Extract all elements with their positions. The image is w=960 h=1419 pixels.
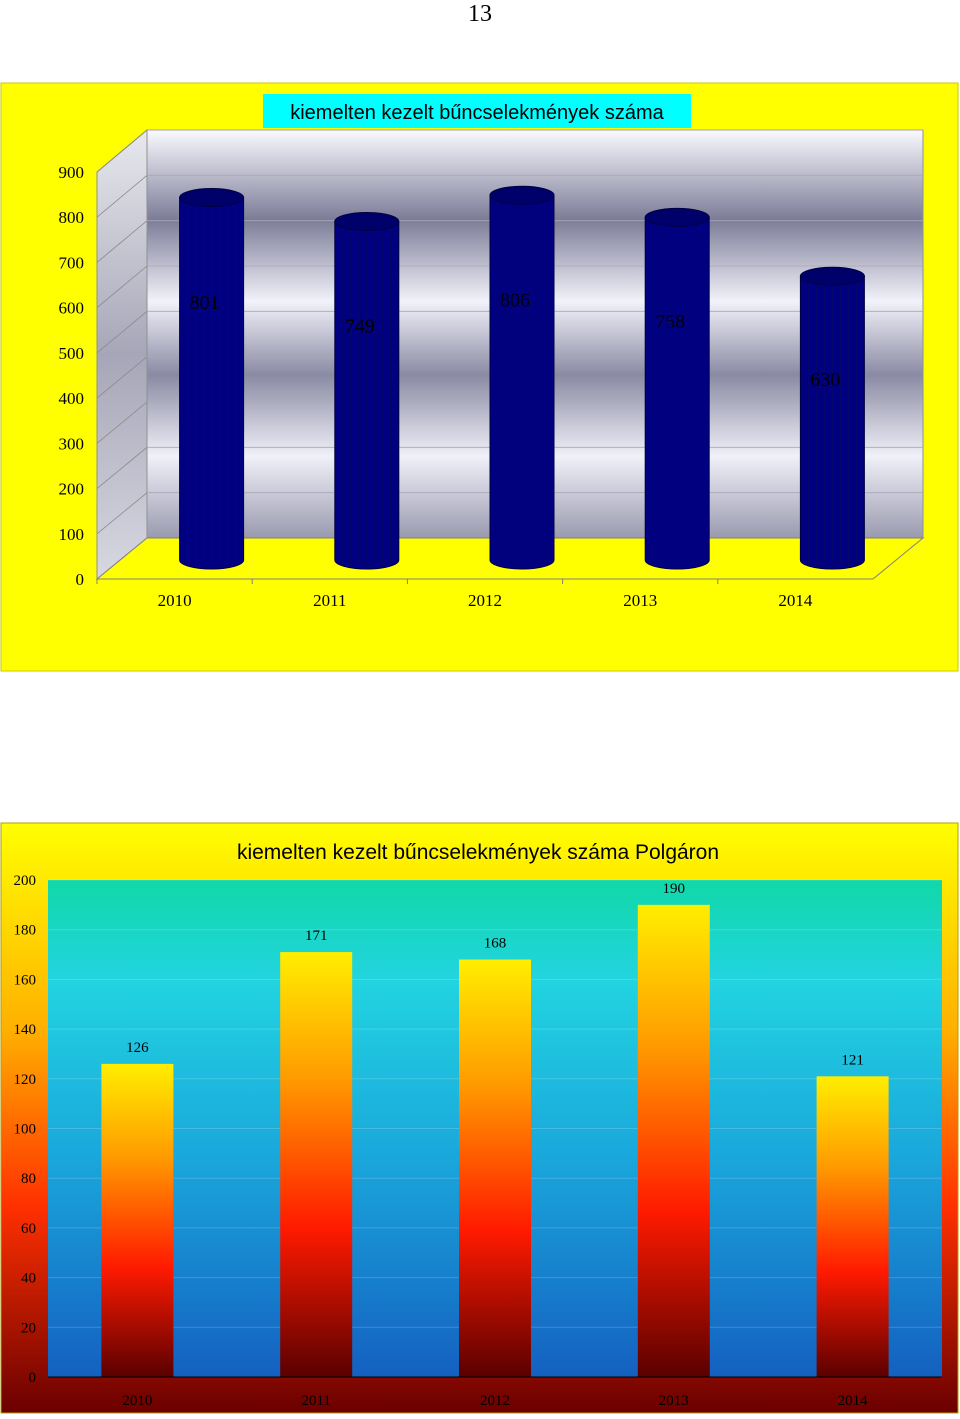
y-tick-label: 0 [29, 1370, 37, 1386]
y-tick-label: 140 [14, 1022, 37, 1038]
bar [816, 1076, 889, 1377]
y-tick-label: 100 [14, 1122, 37, 1138]
x-tick-label: 2010 [122, 1393, 152, 1409]
bar [334, 211, 400, 570]
y-tick-label: 120 [14, 1072, 37, 1088]
chart-polgar-svg: 0 20 40 60 80 100 120 140 160 180 200 126 171 168 190… [0, 822, 959, 1414]
x-tick-label: 2011 [313, 591, 346, 610]
gridline-side [96, 175, 148, 218]
y-tick-label: 160 [14, 972, 37, 988]
chart-overall: 0 100 200 300 400 500 600 700 800 900 2010 2011 201… [0, 82, 960, 672]
chart-overall-data-labels: 801 749 806 758 630 [190, 290, 841, 392]
gridline-side [96, 129, 148, 173]
x-tick-label: 2010 [158, 591, 192, 610]
bar [101, 1063, 174, 1377]
data-label: 630 [810, 369, 840, 391]
chart-polgar-bars [101, 904, 889, 1377]
bar [644, 207, 710, 570]
gridline-side [96, 311, 148, 354]
y-tick-label: 100 [59, 525, 85, 544]
y-tick-label: 40 [21, 1271, 36, 1287]
data-label: 801 [190, 292, 220, 314]
data-label: 749 [345, 315, 375, 337]
gridline-side [96, 220, 148, 263]
bar [489, 185, 555, 570]
y-tick-label: 900 [59, 163, 85, 182]
bar [179, 188, 245, 570]
bar [637, 904, 710, 1377]
gridline-side [96, 492, 148, 535]
chart-polgar-data-labels: 126 171 168 190 121 [126, 881, 864, 1068]
gridline-side [96, 447, 148, 489]
bar-top [644, 207, 710, 227]
chart-overall-side-wall [96, 128, 148, 581]
data-label: 171 [305, 928, 328, 944]
bar-top [334, 211, 400, 231]
x-tick-label: 2013 [659, 1393, 689, 1409]
chart-overall-x-axis: 2010 2011 2012 2013 2014 [96, 579, 813, 610]
y-tick-label: 180 [14, 923, 37, 939]
data-label: 121 [841, 1052, 864, 1068]
y-tick-label: 400 [59, 389, 85, 408]
chart-polgar-title: kiemelten kezelt bűncselekmények száma P… [237, 841, 719, 864]
bar-top [489, 185, 555, 205]
x-tick-label: 2012 [468, 591, 502, 610]
chart-polgar: 0 20 40 60 80 100 120 140 160 180 200 126 171 168 190… [0, 822, 960, 1414]
bar [280, 952, 353, 1377]
gridline-side [96, 401, 148, 444]
y-tick-label: 0 [76, 570, 85, 589]
chart-overall-title-box [263, 94, 691, 128]
chart-overall-y-axis: 0 100 200 300 400 500 600 700 800 900 [59, 163, 85, 589]
data-label: 758 [655, 311, 685, 333]
page-number: 13 [468, 1, 492, 27]
data-label: 190 [663, 881, 686, 897]
chart-polgar-x-axis: 2010 2011 2012 2013 2014 [48, 1376, 942, 1409]
gridline-side [96, 356, 148, 399]
x-tick-label: 2011 [301, 1393, 330, 1409]
y-tick-label: 200 [14, 873, 37, 889]
bar-top [179, 188, 245, 208]
y-tick-label: 800 [59, 208, 85, 227]
x-tick-label: 2012 [480, 1393, 510, 1409]
chart-polgar-y-axis: 0 20 40 60 80 100 120 140 160 180 200 [14, 873, 37, 1386]
chart-overall-title: kiemelten kezelt bűncselekmények száma [290, 102, 664, 124]
bar [459, 959, 531, 1377]
data-label: 806 [500, 290, 530, 312]
chart-overall-bars [179, 185, 865, 570]
y-tick-label: 80 [21, 1171, 36, 1187]
x-tick-label: 2014 [778, 591, 813, 610]
data-label: 168 [484, 936, 507, 952]
y-tick-label: 600 [59, 299, 85, 318]
y-tick-label: 300 [59, 434, 85, 453]
y-tick-label: 500 [59, 344, 85, 363]
x-tick-label: 2014 [838, 1393, 869, 1409]
gridline-side [96, 265, 148, 308]
data-label: 126 [126, 1040, 149, 1056]
x-tick-label: 2013 [623, 591, 657, 610]
bar-top [799, 266, 865, 286]
y-tick-label: 20 [21, 1320, 36, 1336]
y-tick-label: 700 [59, 253, 85, 272]
y-tick-label: 200 [59, 480, 85, 499]
y-tick-label: 60 [21, 1221, 36, 1237]
bar [799, 266, 865, 570]
